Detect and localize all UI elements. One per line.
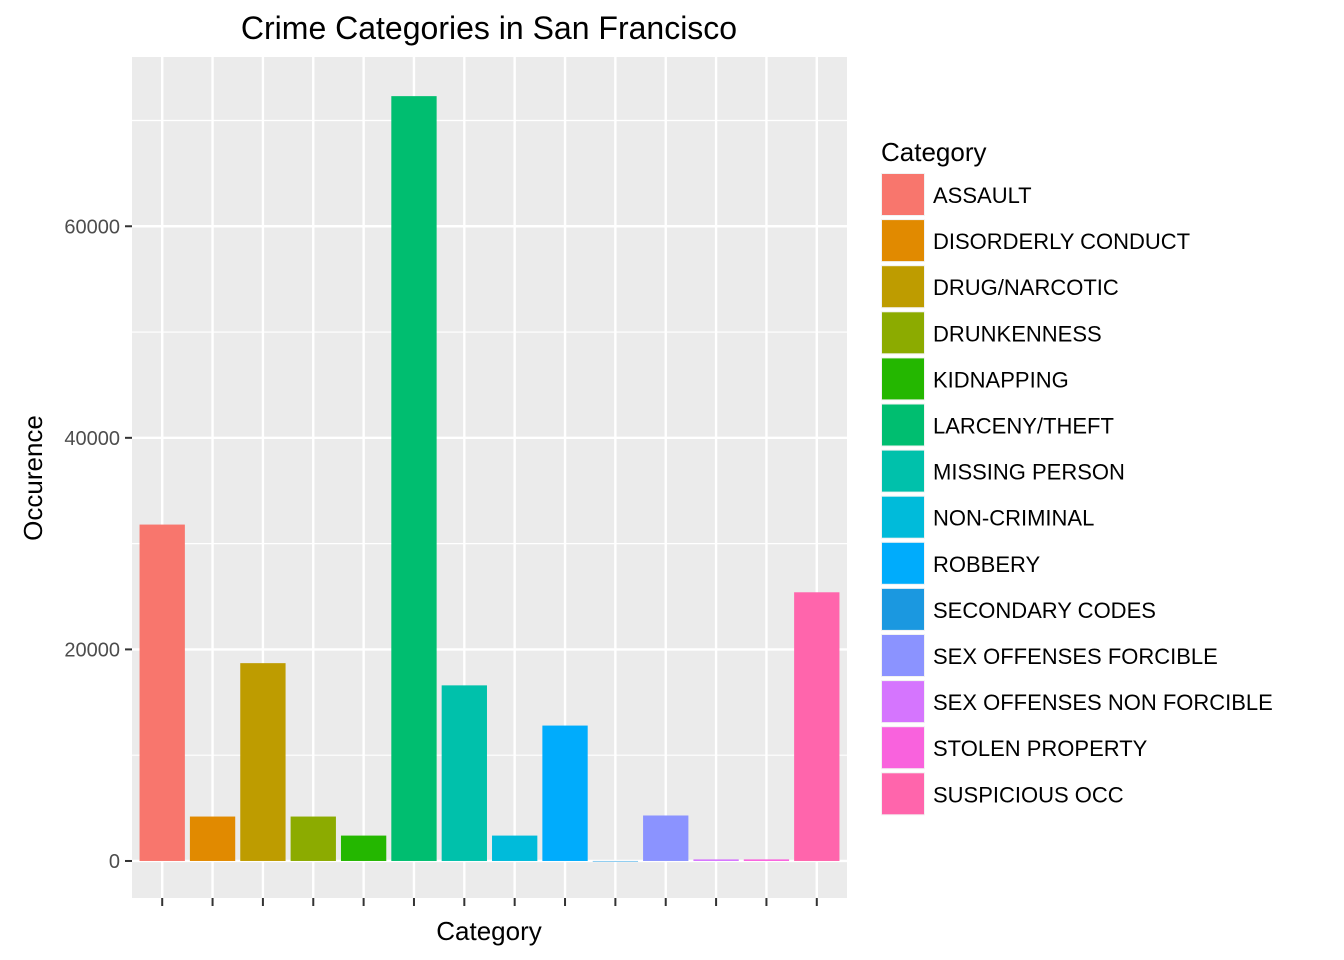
bar-kidnapping	[340, 835, 387, 861]
bar-missing-person	[441, 685, 487, 861]
legend-swatch	[882, 635, 924, 676]
y-tick-label: 40000	[64, 428, 120, 450]
y-axis: 0 20000 40000 60000	[64, 216, 132, 873]
x-axis-label: Category	[436, 916, 542, 946]
legend-swatch	[882, 220, 924, 262]
legend-label: SUSPICIOUS OCC	[933, 782, 1124, 807]
y-tick-label: 60000	[64, 216, 120, 238]
bar-non-criminal	[492, 835, 538, 861]
legend-swatch	[882, 588, 924, 630]
legend-label: DISORDERLY CONDUCT	[933, 229, 1190, 254]
bar-secondary-codes	[592, 860, 639, 862]
legend-swatch	[882, 266, 924, 308]
legend-swatch	[882, 727, 924, 769]
bar-assault	[139, 524, 185, 861]
legend-swatch	[882, 773, 924, 815]
legend-label: ROBBERY	[933, 552, 1041, 577]
bar-stolen-property	[743, 859, 790, 861]
legend-swatch	[882, 174, 924, 215]
legend-items: ASSAULT DISORDERLY CONDUCT DRUG/NARCOTIC DR…	[881, 173, 1273, 816]
legend-label: SECONDARY CODES	[933, 598, 1156, 623]
bars-group	[139, 96, 840, 862]
legend-label: NON-CRIMINAL	[933, 506, 1094, 531]
legend-swatch	[882, 450, 924, 492]
bar-suspicious-occ	[794, 592, 840, 861]
legend: Category ASSAULT DISORDERLY CONDUCT DRUG/N…	[881, 137, 1273, 816]
legend-label: DRUG/NARCOTIC	[933, 275, 1119, 300]
legend-swatch	[882, 681, 924, 723]
chart-title: Crime Categories in San Francisco	[241, 10, 737, 46]
legend-swatch	[882, 404, 924, 446]
y-tick-label: 20000	[64, 639, 120, 661]
y-axis-label: Occurence	[18, 415, 48, 541]
bar-drug-narcotic	[240, 663, 286, 861]
legend-swatch	[882, 312, 924, 354]
legend-label: SEX OFFENSES NON FORCIBLE	[933, 690, 1273, 715]
legend-swatch	[882, 496, 924, 538]
y-tick-label: 0	[109, 851, 120, 873]
legend-label: LARCENY/THEFT	[933, 414, 1114, 439]
legend-label: DRUNKENNESS	[933, 321, 1102, 346]
legend-title: Category	[881, 137, 987, 167]
bar-sex-offenses-non-forcible	[693, 859, 739, 861]
bar-robbery	[542, 725, 588, 861]
x-axis	[161, 898, 818, 906]
bar-drunkenness	[290, 816, 336, 861]
legend-label: MISSING PERSON	[933, 460, 1125, 485]
legend-label: SEX OFFENSES FORCIBLE	[933, 644, 1218, 669]
legend-swatch	[882, 358, 924, 400]
bar-disorderly-conduct	[189, 816, 236, 861]
legend-label: ASSAULT	[933, 183, 1032, 208]
bar-sex-offenses-forcible	[643, 815, 689, 861]
legend-swatch	[882, 542, 924, 584]
legend-label: KIDNAPPING	[933, 367, 1069, 392]
legend-label: STOLEN PROPERTY	[933, 736, 1148, 761]
bar-larceny-theft	[391, 96, 437, 861]
plot-panel	[132, 57, 847, 898]
